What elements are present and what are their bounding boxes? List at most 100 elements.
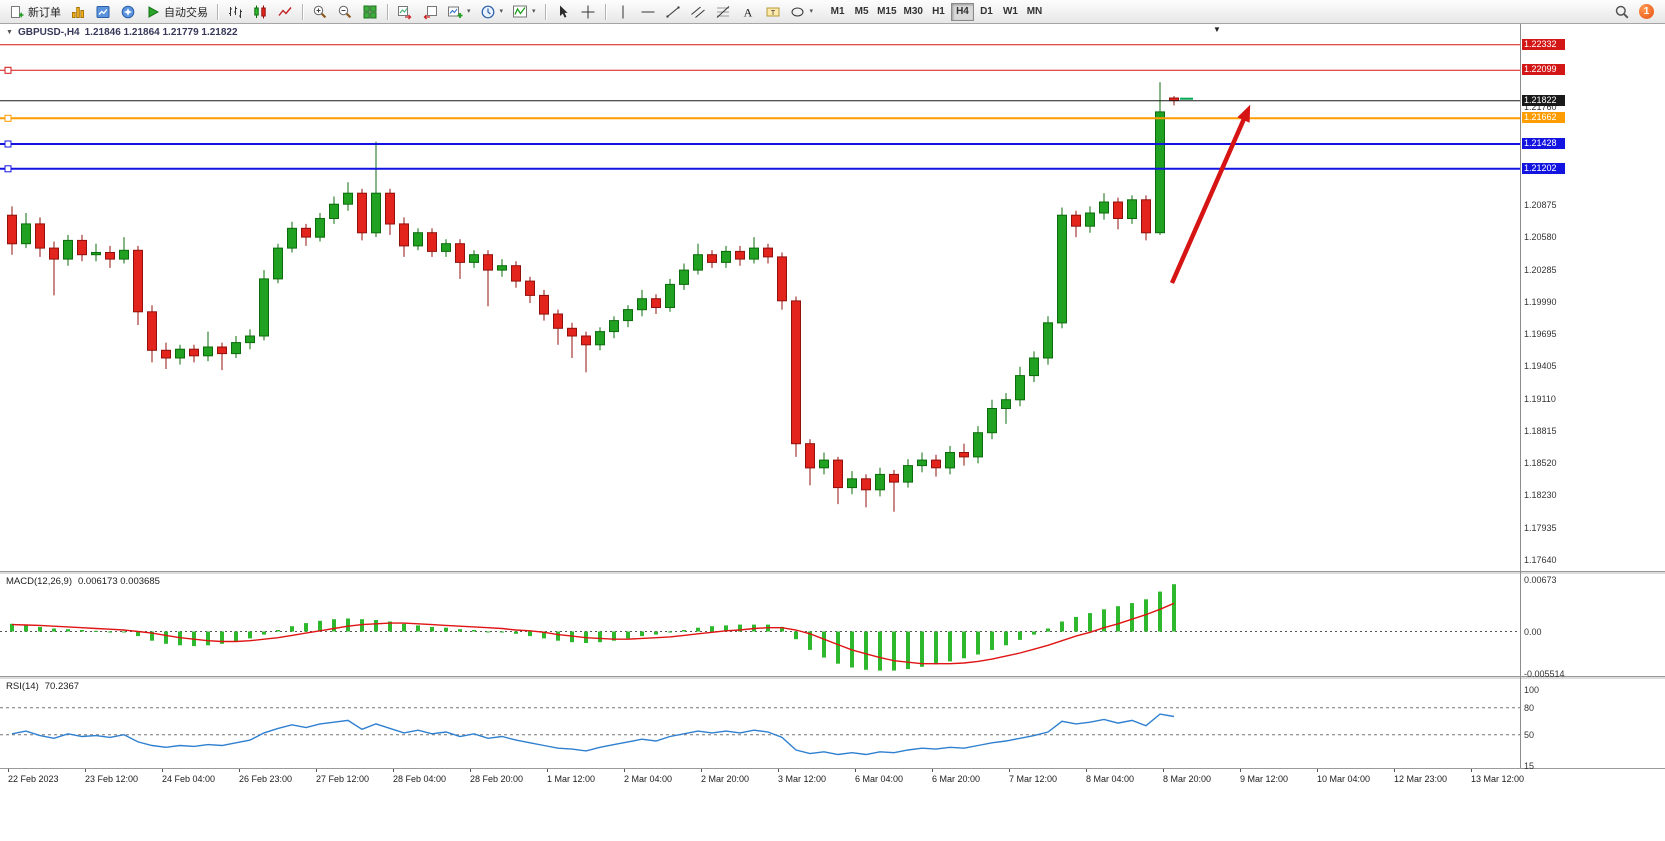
- charts-button[interactable]: [66, 2, 90, 22]
- cursor-button[interactable]: [551, 2, 575, 22]
- time-axis-label: 22 Feb 2023: [8, 774, 59, 784]
- gold-bars-icon: [72, 6, 84, 18]
- chevron-down-icon: ▾: [499, 8, 504, 15]
- line-chart-icon: [278, 6, 292, 16]
- toolbar-separator: [302, 3, 303, 20]
- text-label-icon: T: [766, 7, 780, 16]
- zoom-out-button[interactable]: [333, 2, 357, 22]
- profiles-button[interactable]: ▾: [476, 2, 508, 22]
- market-watch-button[interactable]: [91, 2, 115, 22]
- ohlc-values: 1.21846 1.21864 1.21779 1.21822: [84, 27, 238, 38]
- rsi-panel-canvas[interactable]: [0, 679, 1520, 768]
- timeframe-mn[interactable]: MN: [1023, 3, 1046, 21]
- label-tool[interactable]: T: [761, 2, 785, 22]
- chart-title: ▼ GBPUSD-,H4 1.21846 1.21864 1.21779 1.2…: [6, 27, 238, 38]
- time-axis-label: 9 Mar 12:00: [1240, 774, 1289, 784]
- timeframe-m30[interactable]: M30: [901, 3, 926, 21]
- new-chart-icon: [448, 6, 463, 18]
- price-chart-canvas[interactable]: [0, 24, 1520, 571]
- time-axis-label: 6 Mar 20:00: [932, 774, 981, 784]
- toolbar-separator: [387, 3, 388, 20]
- crosshair-button[interactable]: [576, 2, 600, 22]
- text-tool[interactable]: A: [736, 2, 760, 22]
- chart-shift-marker-icon[interactable]: ▼: [1213, 25, 1221, 34]
- channel-tool[interactable]: [686, 2, 710, 22]
- chart-window: ▼ GBPUSD-,H4 1.21846 1.21864 1.21779 1.2…: [0, 24, 1665, 841]
- trendline-tool[interactable]: [661, 2, 685, 22]
- time-axis-label: 10 Mar 04:00: [1317, 774, 1371, 784]
- panel-separator[interactable]: [0, 571, 1665, 574]
- zoom-out-icon: [338, 5, 352, 18]
- navigator-button[interactable]: [116, 2, 140, 22]
- horizontal-line-tool[interactable]: [636, 2, 660, 22]
- ellipse-shape-icon: [791, 7, 804, 16]
- timeframe-h4[interactable]: H4: [950, 2, 974, 21]
- chevron-down-icon: ▾: [532, 8, 536, 15]
- timeframe-toolbar: M1 M5 M15 M30 H1 H4 D1 W1 MN: [826, 2, 1046, 21]
- timeframe-m1[interactable]: M1: [826, 3, 849, 21]
- timeframe-h1[interactable]: H1: [927, 3, 950, 21]
- autotrading-play-icon: [148, 5, 160, 18]
- time-axis-label: 6 Mar 04:00: [855, 774, 904, 784]
- rsi-label: RSI(14) 70.2367: [6, 681, 79, 692]
- time-axis-label: 2 Mar 20:00: [701, 774, 750, 784]
- time-axis-tick: [1163, 769, 1164, 772]
- timeframe-d1[interactable]: D1: [975, 3, 998, 21]
- fibonacci-icon: [716, 5, 729, 18]
- auto-scroll-button[interactable]: [393, 2, 417, 22]
- search-button[interactable]: [1610, 2, 1634, 22]
- timeframe-m15[interactable]: M15: [874, 3, 899, 21]
- chart-shift-button[interactable]: [418, 2, 442, 22]
- time-axis-tick: [239, 769, 240, 772]
- new-order-button[interactable]: 新订单: [5, 2, 65, 22]
- line-chart-button[interactable]: [273, 2, 297, 22]
- timeframe-w1[interactable]: W1: [999, 3, 1022, 21]
- time-axis-tick: [701, 769, 702, 772]
- panel-separator[interactable]: [0, 676, 1665, 679]
- macd-values: 0.006173 0.003685: [78, 576, 160, 587]
- new-chart-button[interactable]: ▾: [443, 2, 475, 22]
- tile-windows-button[interactable]: [358, 2, 382, 22]
- chart-shift-icon: [423, 5, 437, 19]
- toolbar-separator: [544, 3, 546, 20]
- crosshair-icon: [581, 5, 595, 18]
- macd-name: MACD(12,26,9): [6, 576, 72, 587]
- time-axis-label: 8 Mar 20:00: [1163, 774, 1212, 784]
- candlestick-chart-button[interactable]: [248, 2, 272, 22]
- fibonacci-tool[interactable]: [711, 2, 735, 22]
- time-axis-label: 2 Mar 04:00: [624, 774, 673, 784]
- time-axis-tick: [547, 769, 548, 772]
- price-scale[interactable]: [1520, 24, 1580, 768]
- vertical-line-tool[interactable]: [611, 2, 635, 22]
- trendline-icon: [666, 6, 680, 17]
- vertical-line-icon: [622, 5, 624, 18]
- macd-label: MACD(12,26,9) 0.006173 0.003685: [6, 576, 160, 587]
- search-icon: [1615, 5, 1629, 19]
- time-axis-tick: [932, 769, 933, 772]
- zoom-in-button[interactable]: [308, 2, 332, 22]
- candles-icon: [254, 5, 266, 18]
- new-order-icon: [11, 5, 24, 18]
- time-axis[interactable]: 22 Feb 2023 23 Feb 12:00 24 Feb 04:00 26 Fe…: [0, 768, 1665, 791]
- time-axis-tick: [1009, 769, 1010, 772]
- clock-icon: [481, 5, 494, 18]
- tile-windows-icon: [363, 5, 377, 18]
- time-axis-tick: [855, 769, 856, 772]
- shapes-tool[interactable]: ▾: [786, 2, 818, 22]
- time-axis-label: 28 Feb 20:00: [470, 774, 524, 784]
- time-axis-label: 26 Feb 23:00: [239, 774, 293, 784]
- channel-icon: [690, 6, 705, 18]
- indicators-button[interactable]: ▾: [508, 2, 540, 22]
- autotrading-button[interactable]: 自动交易: [141, 2, 212, 22]
- chevron-down-icon: ▾: [467, 8, 471, 15]
- time-axis-tick: [470, 769, 471, 772]
- ohlc-bars-icon: [229, 6, 242, 18]
- time-axis-tick: [778, 769, 779, 772]
- macd-panel-canvas[interactable]: [0, 574, 1520, 676]
- notification-badge[interactable]: 1: [1639, 4, 1654, 19]
- bar-chart-button[interactable]: [223, 2, 247, 22]
- timeframe-m5[interactable]: M5: [850, 3, 873, 21]
- auto-scroll-icon: [398, 5, 412, 19]
- time-axis-label: 27 Feb 12:00: [316, 774, 370, 784]
